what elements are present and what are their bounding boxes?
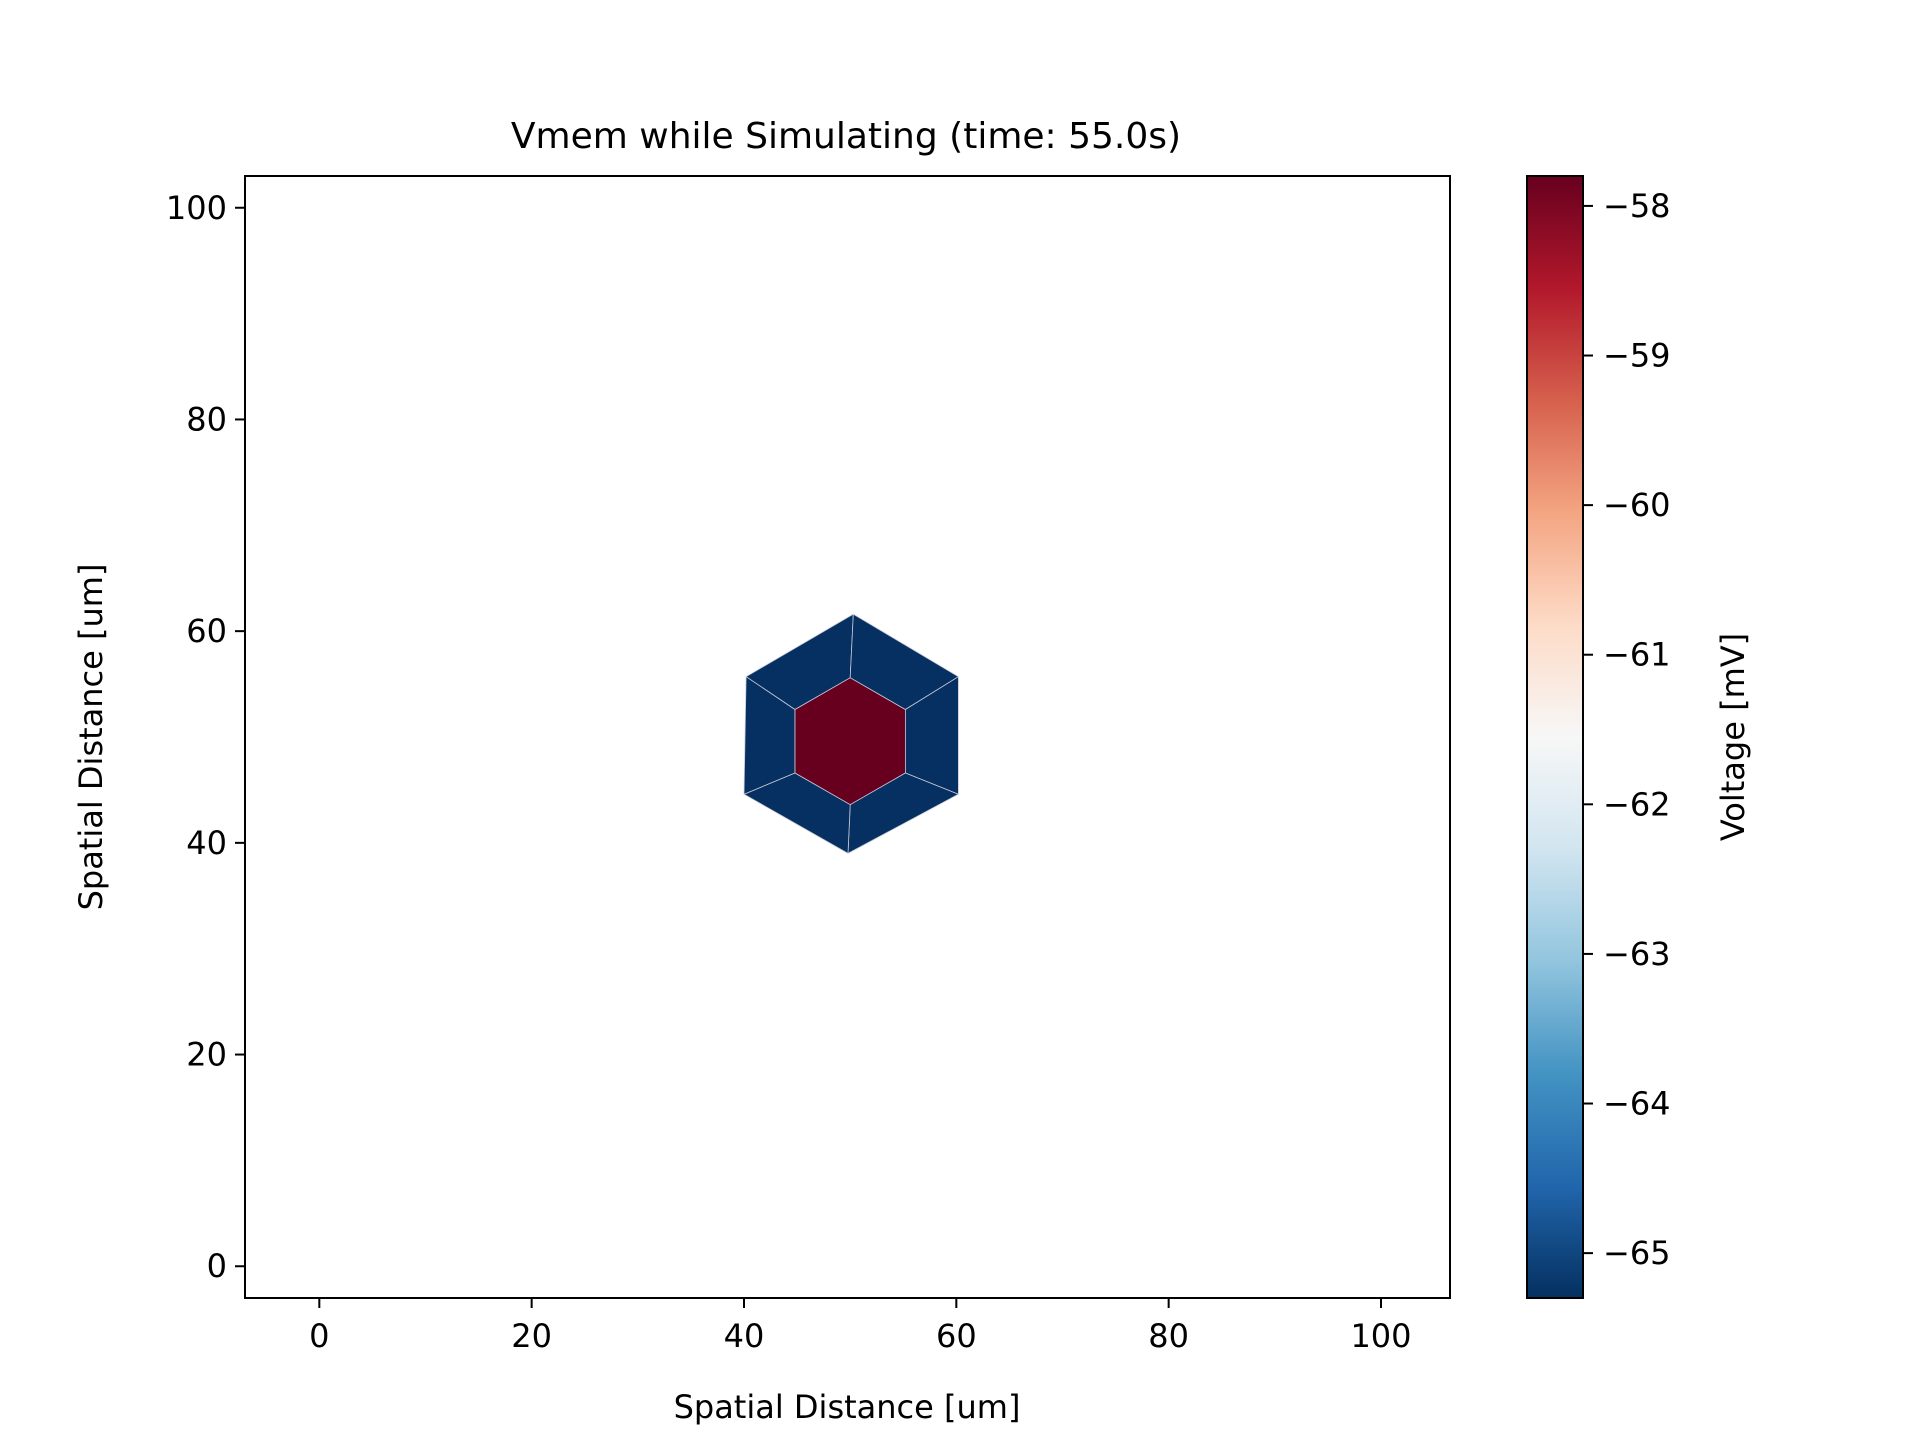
chart-title: Vmem while Simulating (time: 55.0s) [511, 116, 1181, 157]
plot-area: 0 20 40 60 80 100 0 20 40 60 80 100 [166, 175, 1451, 1355]
y-tick-label: 60 [186, 612, 227, 650]
y-tick-label: 80 [186, 400, 227, 438]
colorbar-tick-label: −62 [1603, 785, 1671, 823]
y-axis-ticks: 0 20 40 60 80 100 [166, 189, 245, 1285]
y-tick-label: 20 [186, 1036, 227, 1074]
y-tick-label: 0 [207, 1247, 227, 1285]
cell-layer [743, 613, 959, 854]
x-tick-label: 40 [724, 1317, 765, 1355]
x-tick-label: 100 [1350, 1317, 1411, 1355]
x-tick-label: 60 [936, 1317, 977, 1355]
y-axis-label: Spatial Distance [um] [72, 564, 110, 911]
colorbar-tick-label: −65 [1603, 1234, 1671, 1272]
x-tick-label: 0 [309, 1317, 329, 1355]
colorbar-tick-label: −61 [1603, 636, 1671, 674]
cell-left [743, 676, 796, 795]
colorbar-tick-label: −63 [1603, 935, 1671, 973]
colorbar-ticks: −58 −59 −60 −61 −62 −63 −64 −65 [1583, 187, 1671, 1272]
colorbar: −58 −59 −60 −61 −62 −63 −64 −65 [1526, 175, 1671, 1299]
colorbar-gradient [1526, 175, 1584, 1299]
colorbar-label: Voltage [mV] [1714, 633, 1752, 841]
x-axis-label: Spatial Distance [um] [674, 1388, 1021, 1426]
colorbar-tick-label: −58 [1603, 187, 1671, 225]
colorbar-tick-label: −59 [1603, 337, 1671, 375]
x-tick-label: 80 [1148, 1317, 1189, 1355]
x-tick-label: 20 [511, 1317, 552, 1355]
y-tick-label: 100 [166, 189, 227, 227]
colorbar-tick-label: −60 [1603, 486, 1671, 524]
plot-frame [244, 175, 1451, 1299]
colorbar-tick-label: −64 [1603, 1085, 1671, 1123]
x-axis-ticks: 0 20 40 60 80 100 [309, 1298, 1412, 1355]
y-tick-label: 40 [186, 824, 227, 862]
